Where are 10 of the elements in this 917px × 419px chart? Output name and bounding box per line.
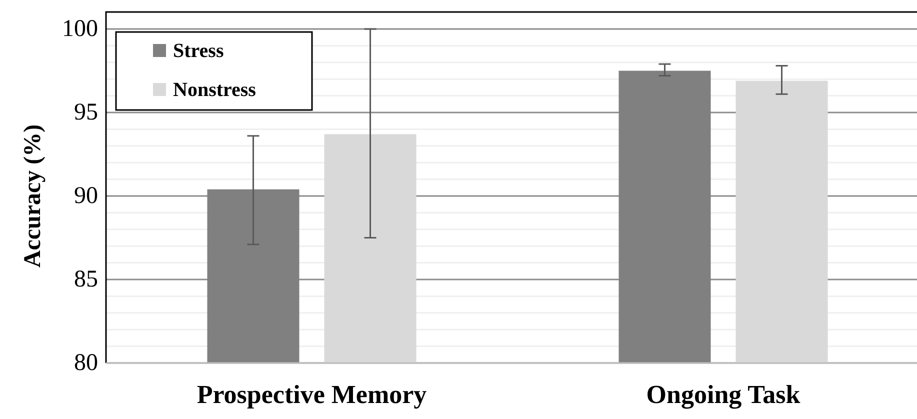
y-axis-title: Accuracy (%) <box>20 124 46 268</box>
y-tick-label: 85 <box>74 266 98 292</box>
y-tick-label: 90 <box>74 183 98 209</box>
y-tick-label: 95 <box>74 100 98 126</box>
x-tick-label: Ongoing Task <box>646 380 801 409</box>
x-tick-label: Prospective Memory <box>196 380 427 409</box>
legend-label: Stress <box>173 40 224 62</box>
y-tick-label: 100 <box>62 16 98 42</box>
y-tick-label: 80 <box>74 350 98 376</box>
legend-label: Nonstress <box>173 79 256 101</box>
